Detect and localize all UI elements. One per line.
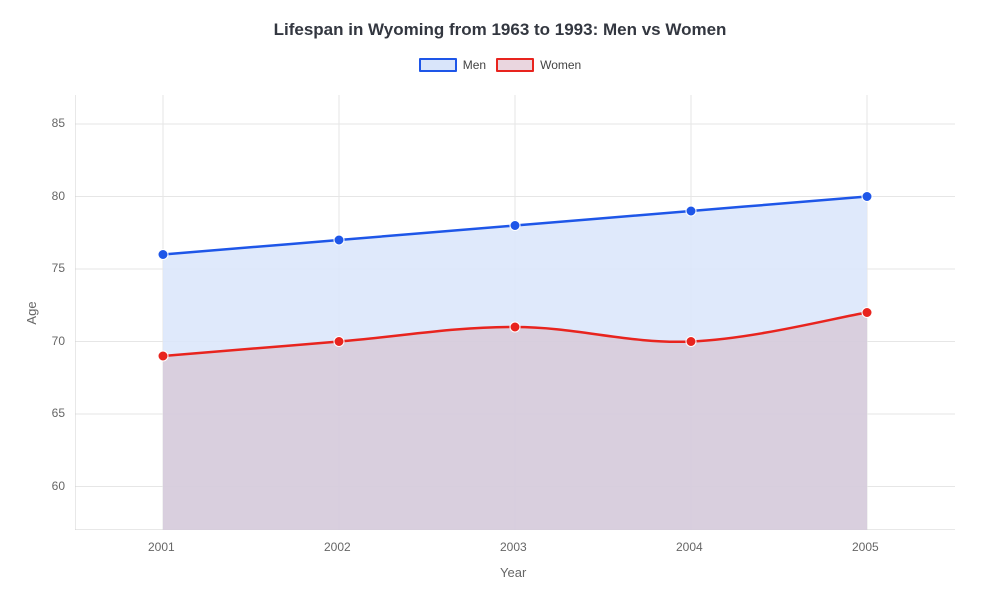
plot-area [75, 95, 955, 530]
x-axis-label: Year [500, 565, 526, 580]
x-tick-label: 2002 [324, 540, 351, 554]
x-tick-label: 2003 [500, 540, 527, 554]
y-tick-label: 65 [52, 406, 65, 420]
legend-item-men[interactable]: Men [419, 58, 486, 72]
y-tick-label: 80 [52, 189, 65, 203]
x-tick-label: 2004 [676, 540, 703, 554]
legend-item-women[interactable]: Women [496, 58, 581, 72]
legend-label-women: Women [540, 58, 581, 72]
x-tick-label: 2005 [852, 540, 879, 554]
legend-swatch-men [419, 58, 457, 72]
legend-swatch-women [496, 58, 534, 72]
legend: Men Women [0, 58, 1000, 72]
y-tick-label: 70 [52, 334, 65, 348]
chart-container: Lifespan in Wyoming from 1963 to 1993: M… [0, 0, 1000, 600]
legend-label-men: Men [463, 58, 486, 72]
y-tick-label: 85 [52, 116, 65, 130]
y-axis-label: Age [24, 301, 39, 324]
chart-title: Lifespan in Wyoming from 1963 to 1993: M… [0, 0, 1000, 40]
y-tick-label: 60 [52, 479, 65, 493]
x-tick-label: 2001 [148, 540, 175, 554]
y-tick-label: 75 [52, 261, 65, 275]
